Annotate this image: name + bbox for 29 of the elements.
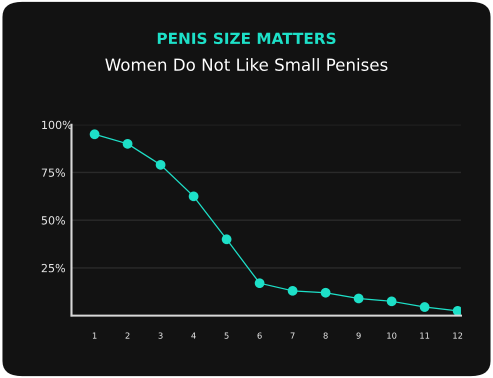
chart-subtitle: Women Do Not Like Small Penises [105,58,388,71]
point [122,138,132,149]
x-tick-label: 3 [158,332,163,339]
point [420,302,430,312]
point [452,306,461,316]
x-tick-label: 2 [126,332,130,339]
y-tick-label: 50% [42,216,66,225]
point [288,286,298,296]
x-tick-label: 10 [387,332,396,339]
point [254,278,264,288]
point [320,288,330,298]
y-tick-label: 25% [42,264,66,272]
point [354,294,364,304]
x-tick-label: 9 [356,332,361,339]
y-tick-label: 75% [42,168,66,177]
x-tick-label: 7 [290,332,295,339]
x-tick-label: 12 [453,332,462,339]
x-tick-label: 8 [324,332,328,339]
x-tick-label: 6 [258,332,262,339]
point [156,160,166,170]
x-tick-label: 11 [420,332,430,339]
x-tick-label: 5 [224,332,229,339]
point [222,234,232,244]
chart-title: PENIS SIZE MATTERS [158,32,336,44]
point [90,129,100,140]
x-tick-label: 4 [191,332,196,339]
point [386,296,397,306]
point [188,191,198,202]
x-tick-label: 1 [92,332,96,339]
